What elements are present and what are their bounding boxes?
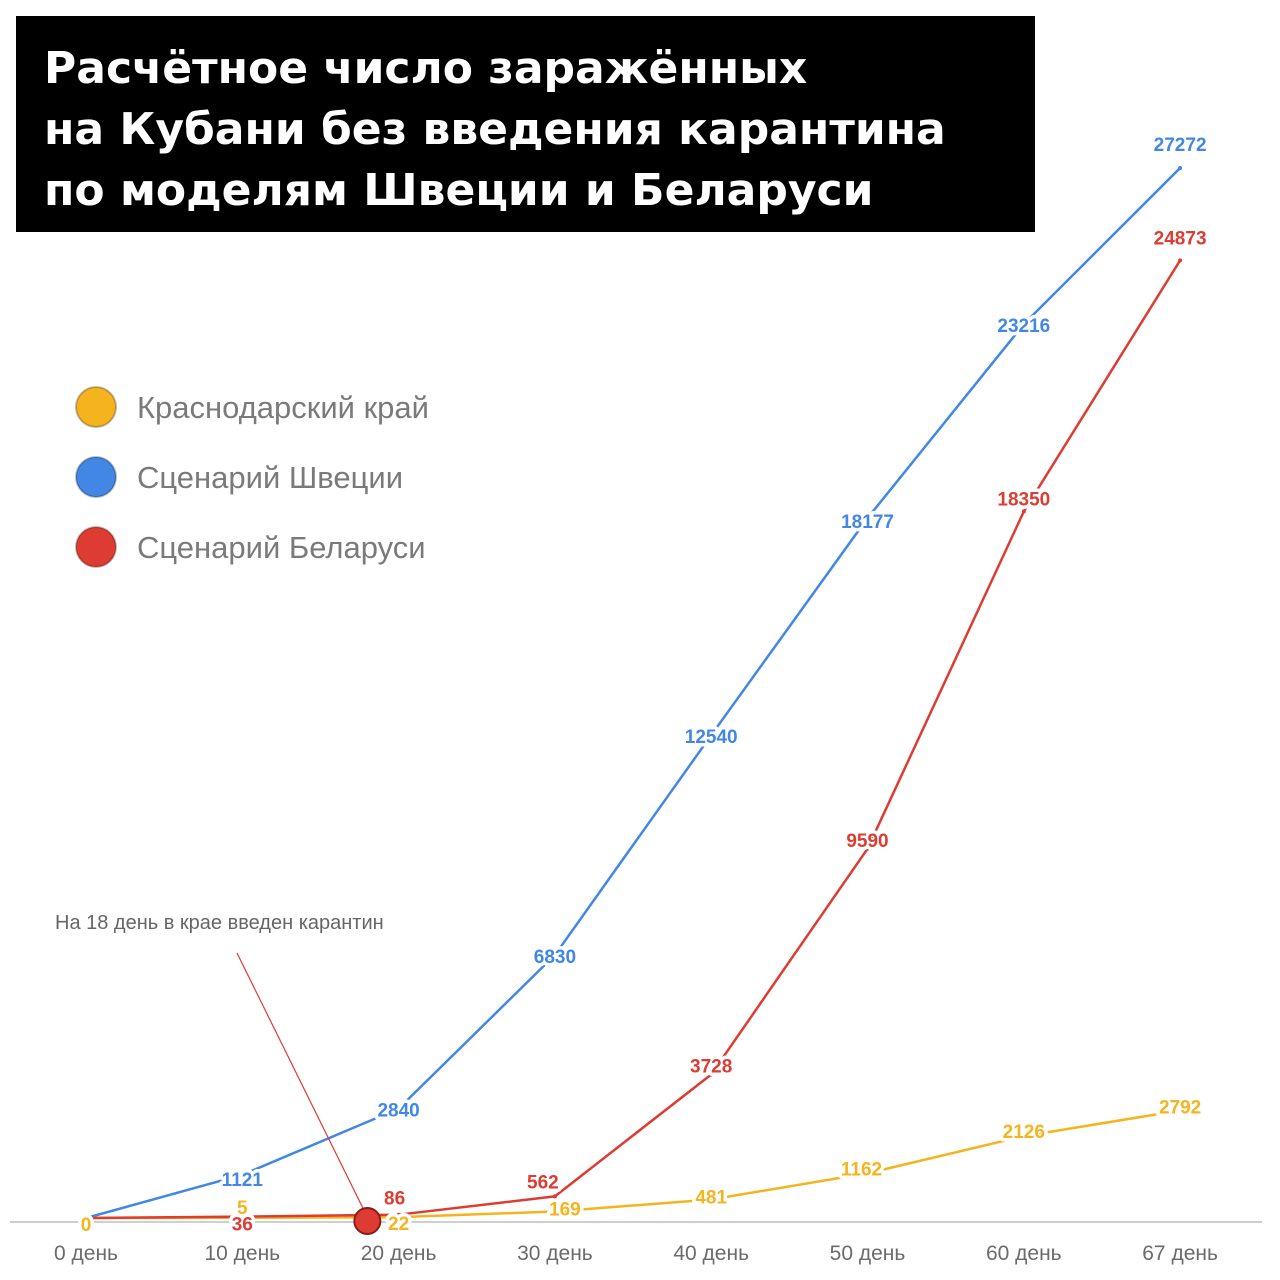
data-point-сценарий-беларуси-7	[1178, 258, 1183, 263]
series-line-сценарий-беларуси	[85, 259, 1182, 1220]
data-point-сценарий-швеции-7	[1178, 166, 1183, 170]
legend: Краснодарский край Сценарий Швеции Сценари…	[75, 386, 429, 568]
data-point-краснодарский-край-4	[709, 1197, 714, 1202]
data-point-сценарий-беларуси-2	[396, 1212, 401, 1217]
x-tick-label-3: 30 день	[517, 1242, 593, 1265]
data-label-сценарий-швеции-5: 18177	[841, 512, 894, 533]
legend-label-сценарий-беларуси: Сценарий Беларуси	[137, 530, 426, 565]
x-axis-ticks: 0 день 10 день 20 день 30 день 40 день 50 ден…	[54, 1242, 1218, 1265]
data-label-сценарий-беларуси-1: 36	[232, 1215, 253, 1236]
data-label-краснодарский-край-0: 0	[81, 1215, 92, 1236]
data-point-сценарий-беларуси-0	[84, 1216, 88, 1220]
data-labels: 0 5 22 169 481 1162 2126 2792 1121 2840 6830 12540 1…	[77, 132, 1210, 1240]
title-line-2: на Кубани без введения карантина	[44, 104, 946, 155]
data-label-краснодарский-край-6: 2126	[1003, 1122, 1045, 1143]
data-label-сценарий-беларуси-6: 18350	[997, 490, 1050, 511]
title-line-1: Расчётное число заражённых	[44, 43, 808, 94]
data-label-сценарий-швеции-2: 2840	[377, 1101, 419, 1122]
x-tick-label-6: 60 день	[986, 1242, 1062, 1265]
data-label-сценарий-беларуси-4: 3728	[690, 1056, 732, 1077]
series-line-краснодарский-край	[85, 1109, 1181, 1220]
data-point-сценарий-беларуси-6	[1021, 509, 1026, 514]
data-label-сценарий-беларуси-7: 24873	[1154, 228, 1207, 249]
data-point-сценарий-беларуси-4	[709, 1072, 714, 1077]
data-label-краснодарский-край-5: 1162	[841, 1159, 882, 1180]
legend-marker-сценарий-беларуси	[75, 526, 117, 568]
data-point-сценарий-беларуси-1	[240, 1214, 245, 1219]
data-point-сценарий-швеции-3	[552, 953, 557, 958]
data-label-сценарий-швеции-1: 1121	[222, 1170, 264, 1191]
data-point-краснодарский-край-3	[552, 1209, 557, 1214]
annotation-pointer-line	[236, 952, 365, 1212]
data-point-сценарий-беларуси-5	[865, 846, 870, 851]
x-tick-label-5: 50 день	[830, 1242, 906, 1265]
legend-label-краснодарский-край: Краснодарский край	[137, 390, 429, 425]
legend-label-сценарий-швеции: Сценарий Швеции	[137, 460, 403, 495]
data-point-краснодарский-край-5	[865, 1171, 870, 1176]
x-tick-label-7: 67 день	[1142, 1242, 1218, 1265]
annotation: На 18 день в крае введен карантин	[55, 912, 384, 1235]
data-label-сценарий-швеции-6: 23216	[997, 316, 1050, 337]
x-tick-label-1: 10 день	[204, 1242, 280, 1265]
data-label-краснодарский-край-4: 481	[695, 1187, 727, 1208]
annotation-text: На 18 день в крае введен карантин	[55, 912, 384, 934]
data-point-краснодарский-край-7	[1178, 1108, 1183, 1113]
data-point-сценарий-швеции-4	[709, 733, 714, 738]
data-label-сценарий-беларуси-3: 562	[527, 1172, 559, 1193]
data-point-краснодарский-край-6	[1021, 1134, 1026, 1139]
x-tick-label-2: 20 день	[361, 1242, 437, 1265]
data-point-сценарий-швеции-5	[865, 516, 870, 521]
title-line-3: по моделям Швеции и Беларуси	[44, 165, 874, 216]
data-point-сценарий-швеции-2	[396, 1106, 401, 1111]
title-box: Расчётное число заражённых на Кубани без…	[16, 16, 1035, 232]
data-label-сценарий-швеции-3: 6830	[534, 947, 576, 968]
data-label-краснодарский-край-1: 5	[237, 1198, 248, 1219]
x-tick-label-4: 40 день	[673, 1242, 749, 1265]
data-point-сценарий-швеции-6	[1021, 322, 1026, 327]
data-point-сценарий-швеции-1	[240, 1172, 245, 1177]
data-label-краснодарский-край-2: 22	[388, 1214, 409, 1235]
data-point-сценарий-беларуси-3	[552, 1194, 557, 1199]
x-tick-label-0: 0 день	[54, 1242, 118, 1265]
data-label-сценарий-беларуси-5: 9590	[846, 831, 888, 852]
legend-marker-краснодарский-край	[75, 386, 117, 428]
data-label-сценарий-беларуси-2: 86	[384, 1189, 405, 1210]
series-line-сценарий-швеции	[85, 167, 1181, 1220]
annotation-marker	[353, 1207, 382, 1235]
data-label-сценарий-швеции-7: 27272	[1154, 135, 1207, 156]
series-lines	[84, 166, 1183, 1220]
legend-marker-сценарий-швеции	[75, 456, 117, 498]
data-label-краснодарский-край-3: 169	[549, 1199, 581, 1220]
data-label-краснодарский-край-7: 2792	[1159, 1098, 1201, 1119]
data-label-сценарий-швеции-4: 12540	[685, 727, 738, 748]
